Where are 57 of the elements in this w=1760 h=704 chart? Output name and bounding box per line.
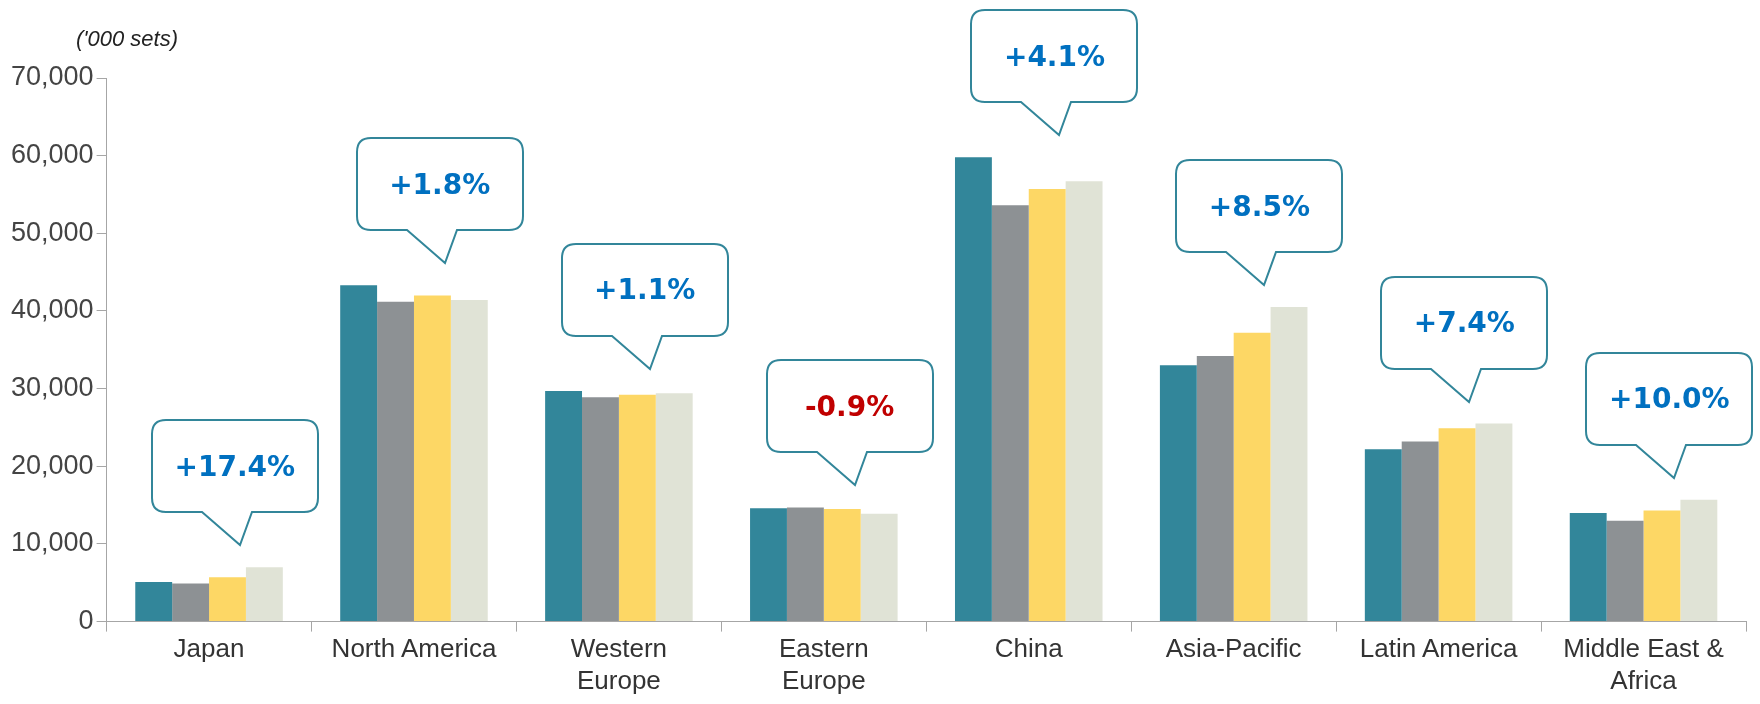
bar	[1643, 510, 1681, 622]
y-tick-label: 60,000	[10, 139, 94, 170]
annotation: -0.9%	[803, 388, 896, 425]
bar	[582, 397, 619, 622]
bar	[1065, 181, 1103, 622]
bar	[750, 508, 787, 622]
bar	[1606, 520, 1644, 622]
y-tick-label: 50,000	[10, 216, 94, 247]
bar	[1196, 356, 1234, 622]
bar	[1569, 512, 1607, 622]
bar	[1680, 499, 1718, 622]
x-tick-label: Japan	[173, 633, 245, 664]
annotation: +10.0%	[1607, 381, 1731, 418]
annotation: +7.4%	[1412, 305, 1516, 342]
bar	[1270, 307, 1308, 622]
x-tick-label: Eastern Europe	[779, 633, 869, 695]
bar	[618, 394, 656, 622]
bar	[450, 300, 488, 622]
bar	[655, 393, 693, 622]
annotation: +8.5%	[1207, 188, 1311, 225]
y-tick-label: 70,000	[10, 61, 94, 92]
y-tick-label: 0	[78, 605, 94, 636]
bar	[1364, 449, 1402, 622]
bar	[860, 513, 898, 622]
y-tick-label: 10,000	[10, 527, 94, 558]
bar	[135, 582, 173, 622]
bar	[1438, 428, 1476, 622]
bar	[823, 509, 861, 622]
bar	[545, 390, 583, 622]
y-tick-label: 30,000	[10, 372, 94, 403]
bar	[1401, 441, 1439, 622]
x-tick-label: Middle East & Africa	[1563, 633, 1724, 695]
x-tick-label: North America	[331, 633, 497, 664]
annotation: +1.1%	[593, 272, 697, 309]
y-axis-title: ('000 sets)	[76, 26, 179, 52]
annotation: +17.4%	[173, 448, 297, 485]
x-tick-label: Latin America	[1359, 633, 1518, 664]
bar	[1475, 423, 1513, 622]
x-tick-label: Asia-Pacific	[1165, 633, 1302, 664]
bar	[1233, 332, 1271, 622]
x-tick-label: China	[994, 633, 1064, 664]
bar	[245, 567, 283, 622]
annotation: +1.8%	[388, 166, 492, 203]
bar	[1159, 365, 1197, 622]
bar	[209, 577, 246, 622]
y-tick-label: 20,000	[10, 449, 94, 480]
bar	[991, 205, 1029, 622]
x-tick-label: Western Europe	[570, 633, 668, 695]
bar	[377, 301, 414, 622]
text: +4.1%	[1002, 38, 1107, 75]
bar	[413, 295, 451, 622]
bar	[954, 157, 992, 622]
y-tick-label: 40,000	[10, 294, 94, 325]
bar	[340, 285, 378, 622]
bar	[786, 507, 824, 622]
bar	[1028, 189, 1066, 622]
bar	[172, 583, 210, 622]
